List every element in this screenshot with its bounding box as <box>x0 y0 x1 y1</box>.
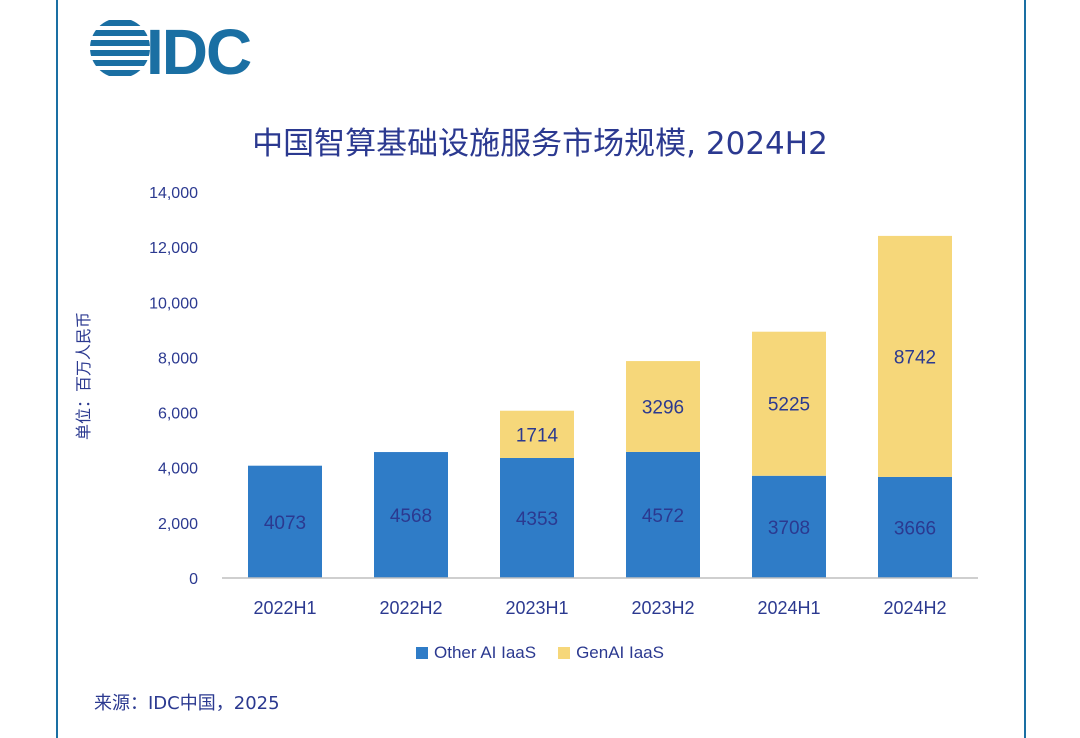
data-label-other-ai: 3708 <box>768 518 810 539</box>
bar-genai <box>500 410 574 458</box>
data-label-genai: 1714 <box>516 425 559 446</box>
bar-genai <box>626 361 700 452</box>
bar-other-ai <box>878 476 952 578</box>
logo-text: IDC <box>146 16 252 88</box>
legend-item-other-ai: Other AI IaaS <box>416 643 536 663</box>
chart-title: 中国智算基础设施服务市场规模, 2024H2 <box>252 126 828 162</box>
legend-swatch-genai <box>558 647 571 659</box>
source-note: 来源：IDC中国，2025 <box>94 693 280 714</box>
legend-label-other-ai: Other AI IaaS <box>434 643 537 662</box>
bar-other-ai <box>248 465 322 578</box>
y-tick-label: 8,000 <box>158 350 198 367</box>
bar-other-ai <box>626 451 700 578</box>
y-tick-label: 12,000 <box>149 240 198 257</box>
x-tick-label: 2024H2 <box>883 598 946 618</box>
data-label-genai: 8742 <box>894 347 936 368</box>
legend-label-genai: GenAI IaaS <box>576 643 664 662</box>
bar-other-ai <box>752 475 826 578</box>
data-label-other-ai: 4572 <box>642 506 684 527</box>
bar-genai <box>878 235 952 477</box>
data-label-other-ai: 3666 <box>894 518 936 539</box>
legend-swatch-other-ai <box>416 647 429 659</box>
x-tick-label: 2022H2 <box>379 598 442 618</box>
legend-item-genai: GenAI IaaS <box>558 643 664 663</box>
data-label-genai: 3296 <box>642 398 684 419</box>
bar-genai <box>752 331 826 476</box>
legend: Other AI IaaS GenAI IaaS <box>0 643 1080 663</box>
data-label-other-ai: 4568 <box>390 506 432 527</box>
idc-logo: IDC <box>88 14 288 84</box>
bar-other-ai <box>500 457 574 578</box>
data-label-other-ai: 4073 <box>264 513 306 534</box>
y-tick-label: 6,000 <box>158 406 198 423</box>
x-tick-label: 2024H1 <box>757 598 820 618</box>
y-tick-label: 2,000 <box>158 516 198 533</box>
globe-logo-icon <box>90 20 150 76</box>
y-tick-label: 0 <box>189 571 198 588</box>
data-label-other-ai: 4353 <box>516 509 558 530</box>
y-tick-label: 14,000 <box>149 185 198 202</box>
x-tick-label: 2022H1 <box>253 598 316 618</box>
y-tick-label: 10,000 <box>149 295 198 312</box>
x-tick-label: 2023H1 <box>505 598 568 618</box>
x-tick-label: 2023H2 <box>631 598 694 618</box>
chart-frame <box>56 0 1026 738</box>
y-tick-label: 4,000 <box>158 461 198 478</box>
bar-other-ai <box>374 452 448 578</box>
data-label-genai: 5225 <box>768 395 810 416</box>
